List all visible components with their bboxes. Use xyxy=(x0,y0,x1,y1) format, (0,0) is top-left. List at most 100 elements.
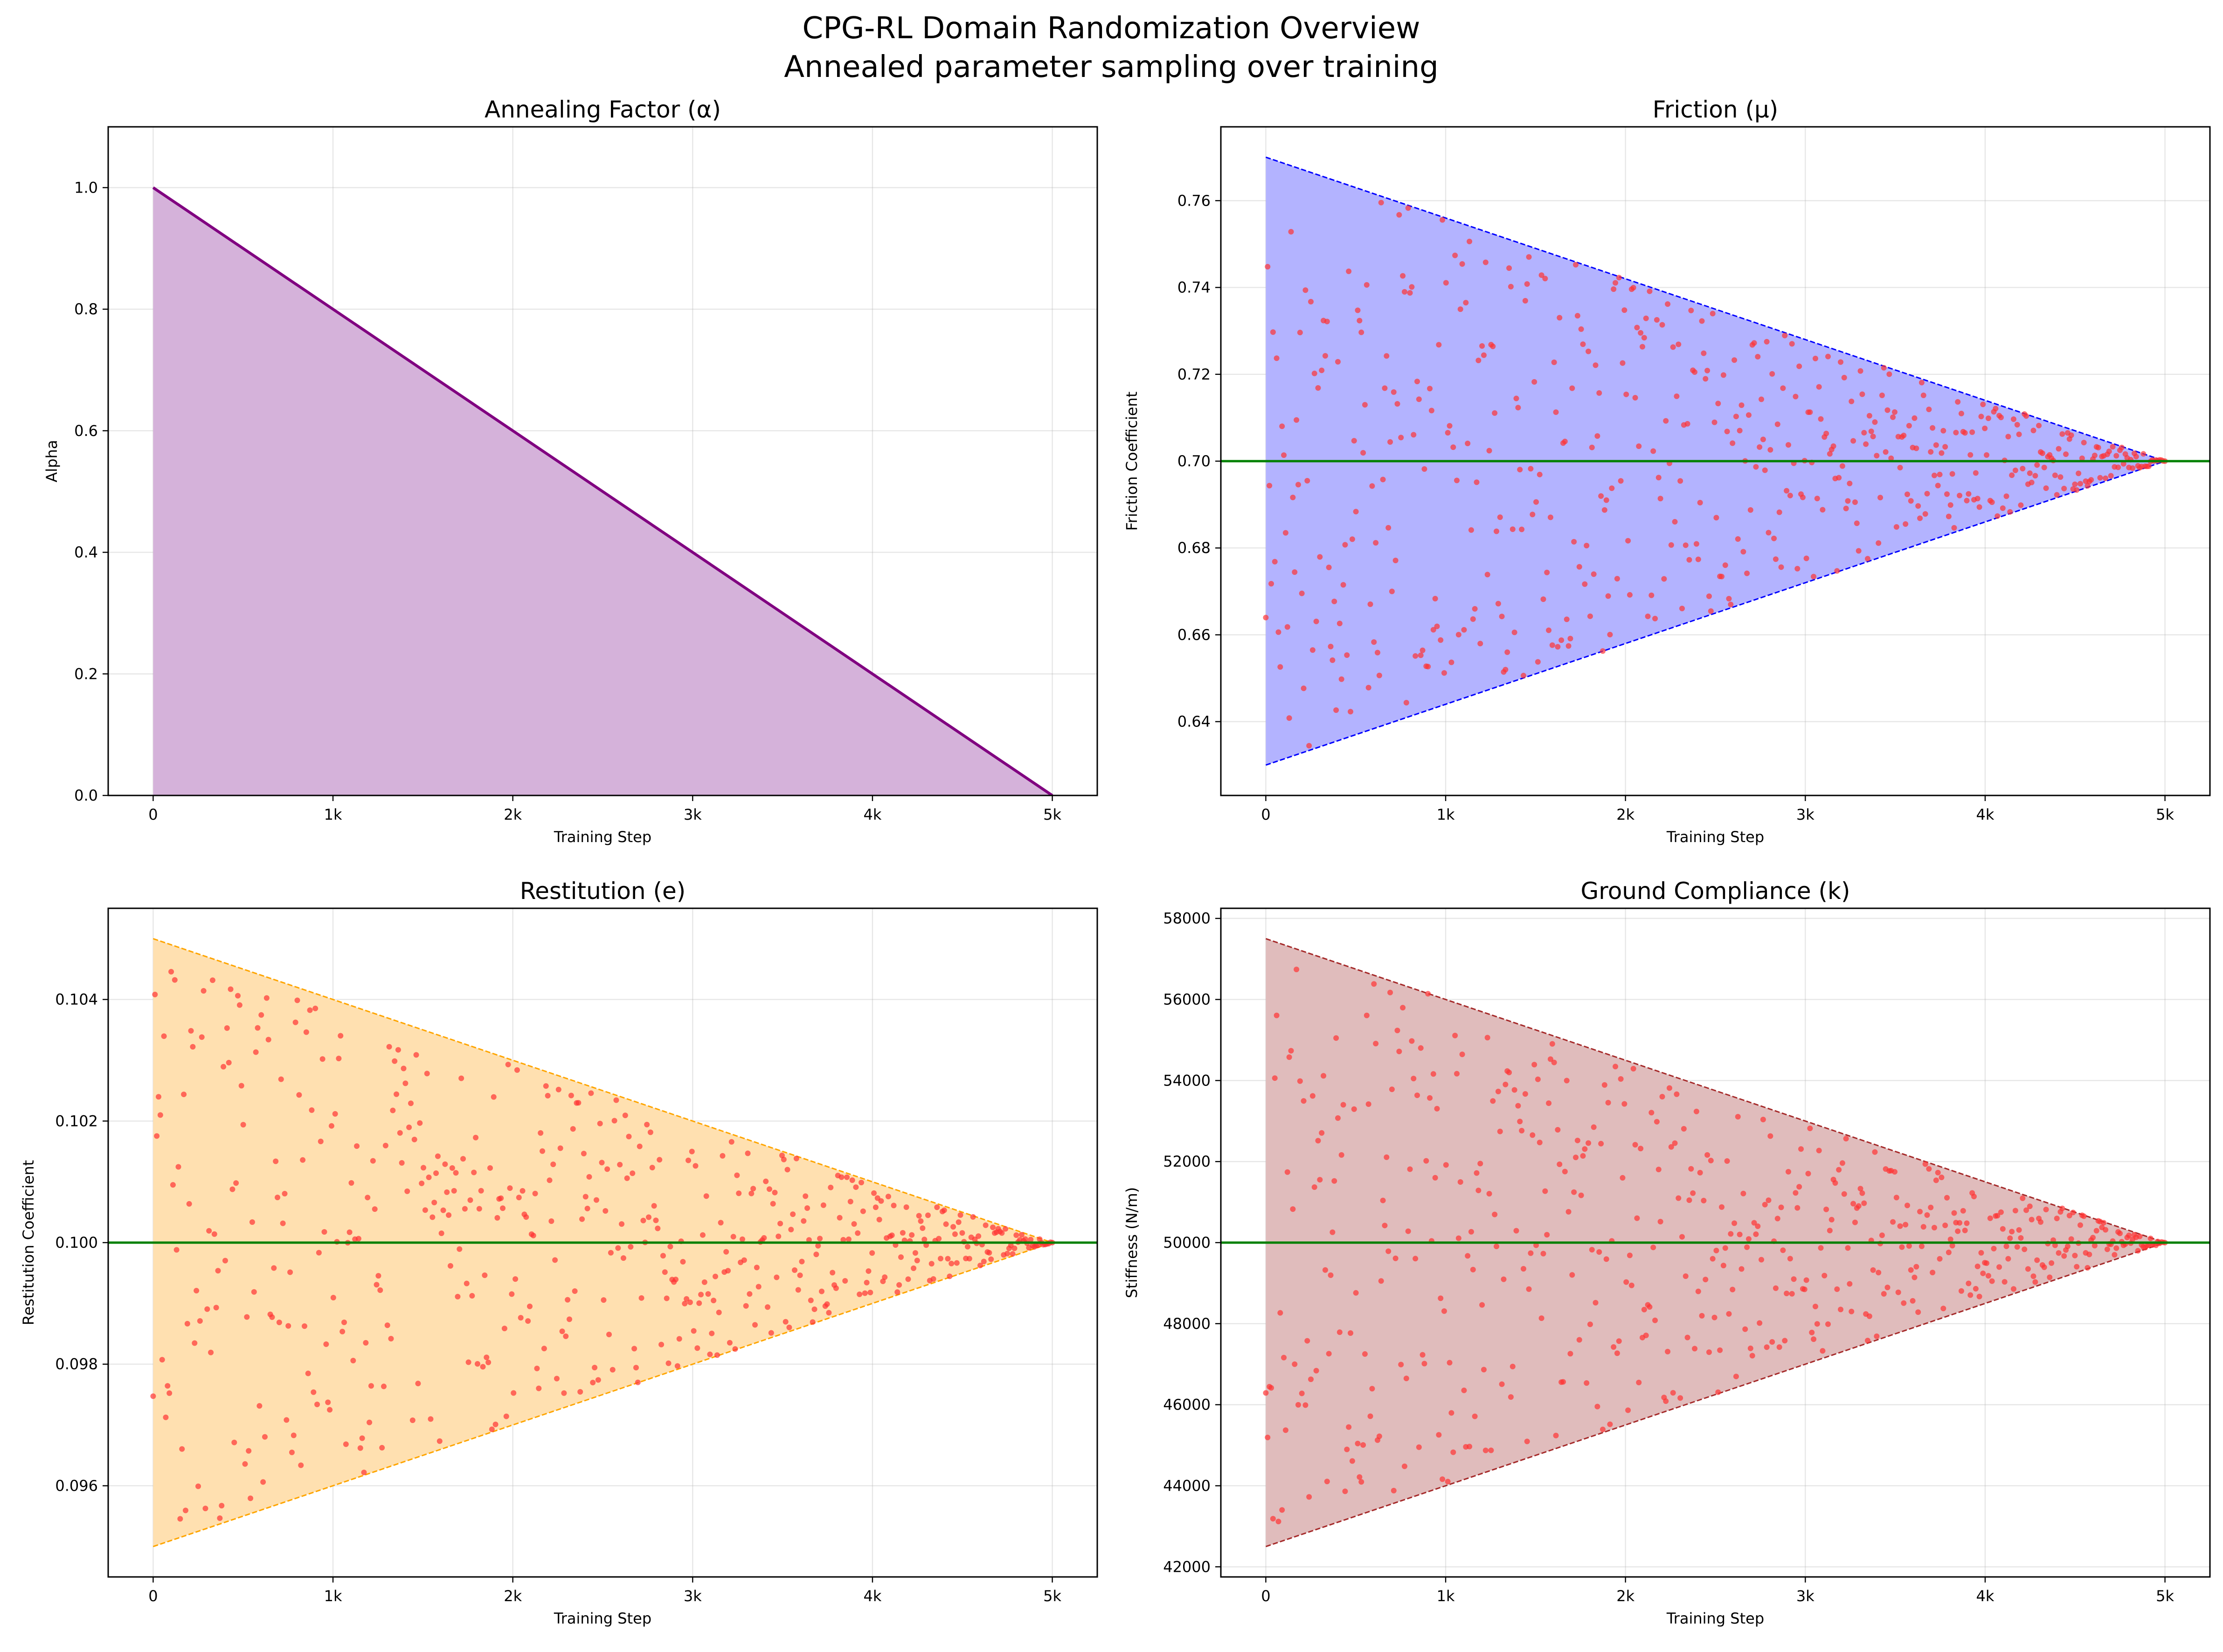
sample-point xyxy=(1297,330,1303,336)
sample-point xyxy=(1676,1195,1682,1201)
sample-point xyxy=(202,1506,208,1512)
sample-point xyxy=(1759,1257,1765,1263)
sample-point xyxy=(914,1258,920,1264)
sample-point xyxy=(1726,1311,1732,1317)
sample-point xyxy=(1263,615,1269,621)
sample-point xyxy=(249,1219,255,1225)
sample-point xyxy=(1306,1494,1312,1500)
sample-point xyxy=(1603,1256,1609,1262)
sample-point xyxy=(1955,1228,1961,1234)
sample-point xyxy=(1814,496,1820,502)
sample-point xyxy=(2018,502,2024,508)
sample-point xyxy=(1387,989,1393,995)
sample-point xyxy=(1686,557,1692,563)
sample-point xyxy=(1573,262,1579,268)
sample-point xyxy=(240,1122,246,1128)
sample-point xyxy=(1974,1264,1981,1270)
sample-point xyxy=(1337,1329,1343,1335)
sample-point xyxy=(2068,1236,2074,1242)
sample-point xyxy=(1891,1169,1898,1175)
panel-title: Annealing Factor (α) xyxy=(485,96,721,123)
sample-point xyxy=(538,1130,544,1136)
x-tick-label: 2k xyxy=(1616,806,1634,823)
sample-point xyxy=(1738,1266,1745,1272)
sample-point xyxy=(511,1390,517,1396)
sample-point xyxy=(2063,451,2069,457)
sample-point xyxy=(1338,1152,1344,1158)
sample-point xyxy=(1787,492,1793,498)
sample-point xyxy=(977,1262,983,1268)
sample-point xyxy=(1311,1184,1317,1190)
sample-point xyxy=(1957,492,1963,498)
sample-point xyxy=(1942,1223,1948,1229)
sample-point xyxy=(916,1213,922,1219)
sample-point xyxy=(1553,409,1559,415)
sample-point xyxy=(1811,574,1817,580)
sample-point xyxy=(1958,1288,1964,1294)
sample-point xyxy=(2009,472,2015,478)
sample-point xyxy=(1420,1352,1426,1358)
sample-point xyxy=(350,1358,356,1364)
sample-point xyxy=(1803,1277,1809,1283)
sample-point xyxy=(1362,1351,1368,1357)
sample-point xyxy=(482,1272,488,1278)
x-tick-label: 0 xyxy=(1261,806,1270,823)
sample-point xyxy=(2120,461,2126,467)
sample-point xyxy=(1704,367,1711,373)
sample-point xyxy=(1922,511,1928,517)
sample-point xyxy=(2091,1243,2098,1249)
sample-point xyxy=(1513,1228,1519,1234)
sample-point xyxy=(2081,1213,2087,1219)
sample-point xyxy=(2091,452,2098,458)
x-tick-label: 2k xyxy=(1616,1587,1634,1605)
sample-point xyxy=(1418,652,1424,658)
sample-point xyxy=(1820,1348,1826,1354)
sample-point xyxy=(1870,434,1876,440)
sample-point xyxy=(1659,322,1665,328)
sample-point xyxy=(1270,329,1276,335)
sample-point xyxy=(988,1256,994,1262)
sample-point xyxy=(718,1220,724,1226)
sample-point xyxy=(1920,1224,1926,1230)
sample-point xyxy=(1744,570,1750,576)
sample-point xyxy=(1908,1267,1914,1273)
sample-point xyxy=(813,1251,819,1258)
sample-point xyxy=(363,1340,369,1346)
x-tick-label: 3k xyxy=(1796,806,1814,823)
alpha-line xyxy=(152,186,1053,795)
sample-point xyxy=(552,1257,558,1263)
sample-point xyxy=(660,1253,666,1259)
sample-point xyxy=(1438,1295,1444,1301)
sample-point xyxy=(1557,1161,1563,1168)
sample-point xyxy=(1542,276,1548,282)
sample-point xyxy=(1490,343,1496,349)
sample-point xyxy=(763,1178,769,1184)
sample-point xyxy=(525,1318,531,1324)
sample-point xyxy=(541,1346,547,1352)
sample-point xyxy=(265,1037,271,1043)
sample-point xyxy=(1313,1368,1319,1374)
x-axis-label: Training Step xyxy=(554,828,651,846)
sample-point xyxy=(2137,1233,2143,1239)
sample-point xyxy=(878,1198,884,1204)
sample-point xyxy=(1720,1263,1726,1269)
sample-point xyxy=(449,1165,455,1171)
sample-point xyxy=(793,1155,799,1161)
sample-point xyxy=(797,1272,803,1279)
sample-point xyxy=(1551,1059,1557,1065)
sample-point xyxy=(1755,354,1761,360)
sample-point xyxy=(1640,344,1646,350)
sample-point xyxy=(1876,1270,1882,1276)
sample-point xyxy=(1333,1035,1339,1041)
sample-point xyxy=(567,1316,573,1322)
sample-point xyxy=(1710,1256,1716,1262)
sample-point xyxy=(1340,582,1346,588)
sample-point xyxy=(319,1056,325,1062)
sample-point xyxy=(1448,1410,1454,1416)
sample-point xyxy=(1663,418,1669,424)
sample-point xyxy=(409,1417,416,1423)
sample-point xyxy=(824,1301,830,1307)
sample-point xyxy=(285,1323,291,1329)
sample-point xyxy=(725,1268,731,1274)
sample-point xyxy=(1315,1138,1321,1144)
